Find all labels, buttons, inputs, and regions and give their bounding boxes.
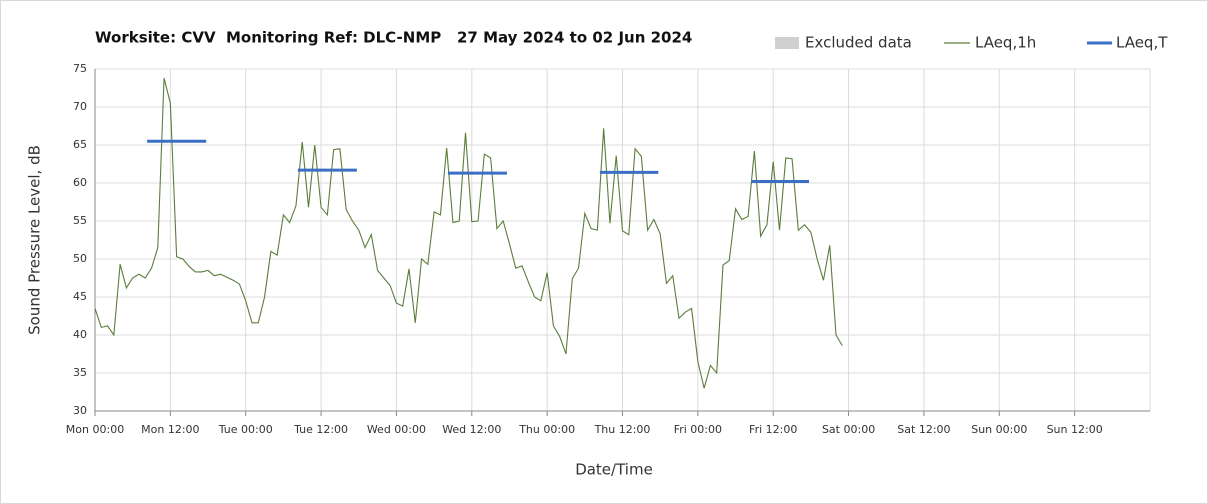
x-tick-label: Fri 12:00 [749, 423, 797, 436]
x-tick-label: Wed 00:00 [367, 423, 426, 436]
y-tick-label: 75 [73, 62, 87, 75]
y-tick-label: 60 [73, 176, 87, 189]
x-tick-label: Sat 12:00 [897, 423, 950, 436]
legend-label: Excluded data [805, 34, 912, 52]
y-axis-label: Sound Pressure Level, dB [26, 145, 44, 335]
x-tick-label: Sat 00:00 [822, 423, 875, 436]
x-tick-label: Mon 12:00 [141, 423, 199, 436]
x-tick-label: Thu 00:00 [518, 423, 575, 436]
y-tick-label: 55 [73, 214, 87, 227]
x-tick-label: Tue 12:00 [293, 423, 348, 436]
legend-swatch [775, 37, 799, 49]
y-tick-label: 45 [73, 290, 87, 303]
chart-title: Worksite: CVV [95, 29, 216, 47]
chart-title: 27 May 2024 to 02 Jun 2024 [457, 29, 692, 47]
x-tick-label: Thu 12:00 [594, 423, 651, 436]
y-tick-label: 70 [73, 100, 87, 113]
x-tick-label: Sun 00:00 [971, 423, 1027, 436]
legend-label: LAeq,1h [975, 34, 1036, 52]
x-tick-label: Sun 12:00 [1047, 423, 1103, 436]
legend-label: LAeq,T [1116, 34, 1168, 52]
x-tick-label: Fri 00:00 [674, 423, 722, 436]
y-tick-label: 30 [73, 404, 87, 417]
chart-title: Monitoring Ref: DLC-NMP [226, 29, 441, 47]
y-tick-label: 65 [73, 138, 87, 151]
x-tick-label: Wed 12:00 [442, 423, 501, 436]
x-tick-label: Mon 00:00 [66, 423, 124, 436]
y-tick-label: 50 [73, 252, 87, 265]
data-line [94, 77, 843, 389]
x-axis-label: Date/Time [575, 461, 653, 479]
x-tick-label: Tue 00:00 [218, 423, 273, 436]
y-tick-label: 40 [73, 328, 87, 341]
y-tick-label: 35 [73, 366, 87, 379]
